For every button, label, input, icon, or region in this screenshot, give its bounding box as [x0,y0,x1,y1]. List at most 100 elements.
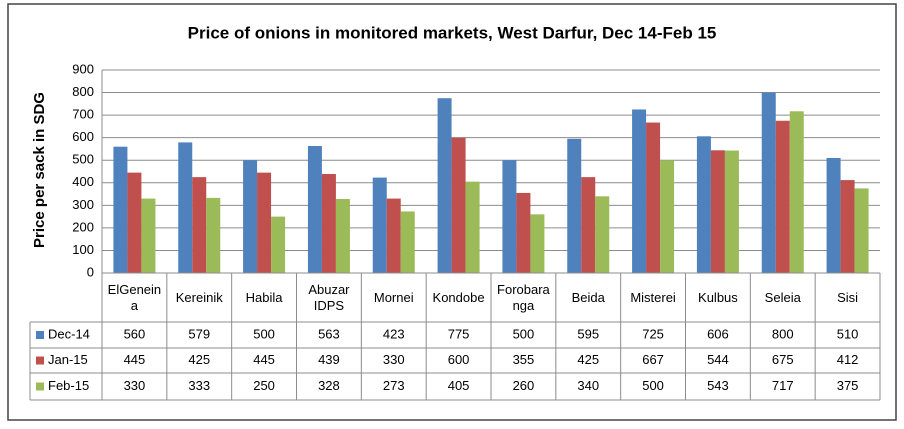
table-value: 606 [707,326,729,341]
x-tick-label: Kulbus [698,289,738,305]
y-tick-label: 800 [72,84,94,99]
bar [271,216,286,273]
category-cell: Beida [571,289,605,305]
x-tick-label: Beida [571,289,605,305]
bar [530,214,545,273]
x-tick-label: Kondobe [432,289,485,305]
table-value: 375 [837,378,859,393]
x-tick-label: Misterei [630,289,676,305]
category-cell: Kereinik [175,289,223,305]
table-value: 439 [318,352,340,367]
y-tick-label: 400 [72,174,94,189]
table-value: 423 [383,326,405,341]
category-cell: Misterei [630,289,676,305]
bar [710,150,725,273]
category-cell: Habila [245,289,283,305]
legend-swatch [36,356,44,365]
table-value: 500 [513,326,535,341]
bar [113,146,128,273]
bar [789,111,804,273]
x-tick-label: Kereinik [175,289,223,305]
table-value: 445 [124,352,146,367]
legend-swatch [36,382,44,391]
table-value: 260 [513,378,535,393]
legend-swatch [36,331,44,339]
bar [127,172,142,273]
table-value: 355 [513,352,535,367]
bar [660,160,675,273]
x-tick-label: ElGeneina [107,281,162,313]
table-value: 328 [318,378,340,393]
bar [761,92,776,273]
x-tick-label: Mornei [373,289,414,305]
table-value: 544 [707,352,729,367]
bar [243,160,258,273]
bar [581,177,596,273]
table-value: 412 [837,352,859,367]
bar [567,138,582,273]
bar [595,196,610,273]
bar [400,211,415,273]
table-value: 563 [318,326,340,341]
bar [321,173,336,273]
bar [451,137,466,273]
table-value: 800 [772,326,794,341]
category-cell: ElGeneina [107,281,162,313]
x-tick-label: Forobaranga [497,281,550,313]
bar [386,198,401,273]
bar [257,172,272,273]
x-tick-label: Abuzar IDPS [308,281,350,313]
table-value: 330 [124,378,146,393]
table-value: 405 [448,378,470,393]
bar [307,146,322,273]
bar [724,150,739,273]
y-tick-label: 700 [72,107,94,122]
bar [192,177,207,273]
table-value: 717 [772,378,794,393]
bar [632,109,647,273]
table-value: 667 [642,352,664,367]
x-tick-label: Seleia [764,289,801,305]
table-value: 445 [253,352,275,367]
table-value: 725 [642,326,664,341]
bar [465,181,480,273]
category-cell: Kondobe [432,289,485,305]
bar [141,198,156,273]
bar [646,122,661,273]
y-tick-label: 600 [72,129,94,144]
legend-label: Jan-15 [48,352,88,367]
category-cell: Sisi [837,289,859,305]
bar [502,160,517,273]
table-value: 425 [577,352,599,367]
table-value: 425 [188,352,210,367]
bar [516,192,531,273]
y-tick-label: 900 [72,61,94,76]
table-value: 273 [383,378,405,393]
x-tick-label: Sisi [837,289,859,305]
category-cell: Kulbus [698,289,738,305]
table-value: 330 [383,352,405,367]
y-axis-label: Price per sack in SDG [31,92,48,248]
bar [206,197,221,273]
category-cell: Abuzar IDPS [308,281,350,313]
y-tick-label: 0 [87,264,94,279]
y-tick-label: 300 [72,197,94,212]
table-value: 595 [577,326,599,341]
y-tick-label: 100 [72,242,94,257]
legend-label: Dec-14 [48,326,90,341]
bar [854,188,869,273]
chart-title: Price of onions in monitored markets, We… [188,23,717,42]
bar [696,136,711,273]
y-tick-label: 200 [72,219,94,234]
bar [840,180,855,273]
x-tick-label: Habila [245,289,283,305]
table-value: 560 [124,326,146,341]
table-value: 250 [253,378,275,393]
table-value: 510 [837,326,859,341]
table-value: 600 [448,352,470,367]
table-value: 675 [772,352,794,367]
table-value: 340 [577,378,599,393]
table-value: 775 [448,326,470,341]
table-value: 500 [642,378,664,393]
